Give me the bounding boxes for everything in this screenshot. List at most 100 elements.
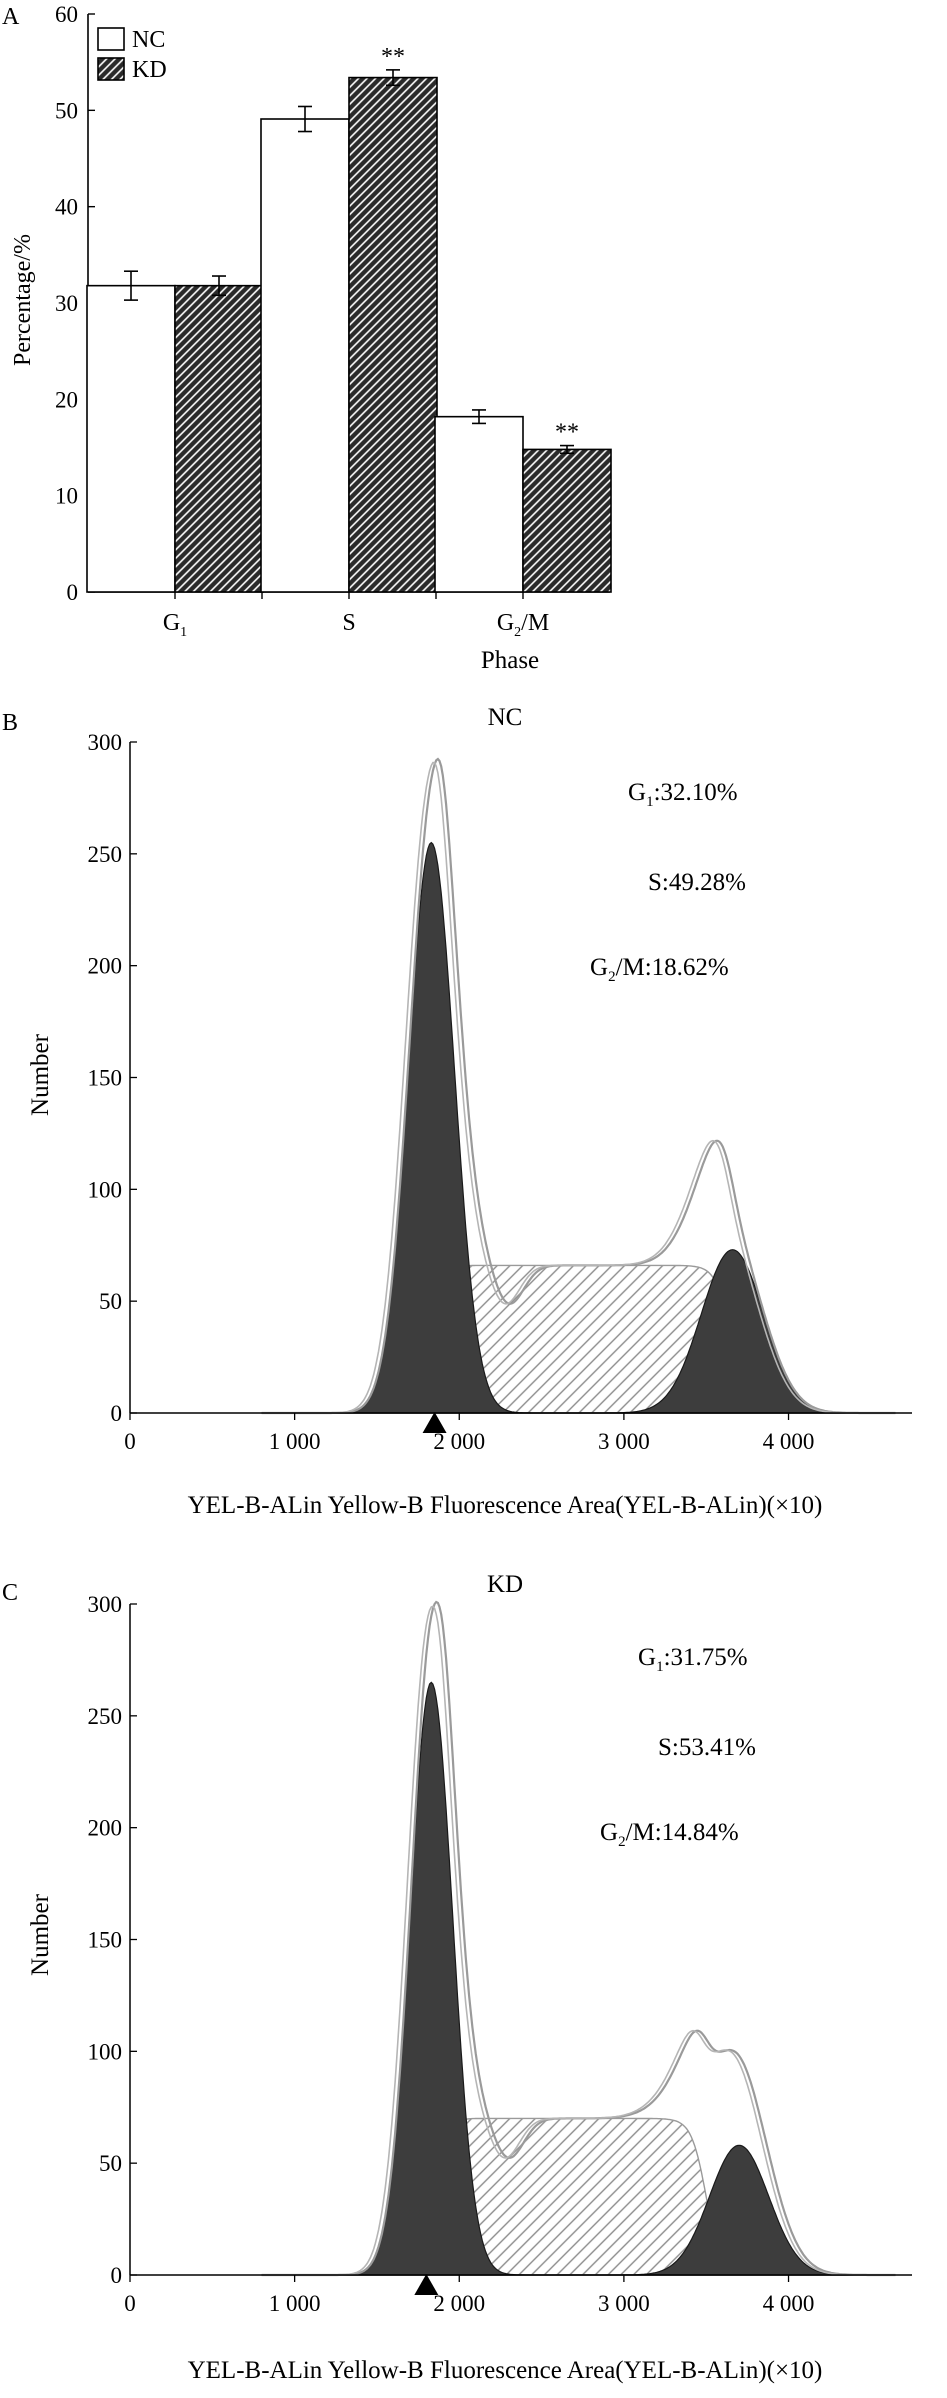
panel-a-y-tick-label: 0	[67, 580, 79, 605]
panel_b-y-tick-label: 50	[99, 1289, 122, 1314]
panel-b-histogram: B NC Number YEL-B-ALin Yellow-B Fluoresc…	[2, 704, 912, 1519]
panel-c-title: KD	[487, 1571, 523, 1598]
panel_c-y-tick-label: 150	[88, 1928, 123, 1953]
tick-label-suffix: /M	[521, 610, 549, 636]
annotation-prefix: G	[638, 1644, 656, 1671]
panel-a-legend-swatch-nc	[97, 27, 125, 51]
panel-a-y-tick-label: 40	[55, 195, 78, 220]
panel-a-x-tick-label: G2/M	[497, 610, 549, 640]
tick-label-letter: G	[163, 610, 180, 636]
panel-a-bar-kd	[348, 76, 438, 593]
panel-c-plot	[261, 1600, 896, 2277]
panel_b-y-tick-label: 200	[88, 954, 123, 979]
panel_b-x-tick-label: 4 000	[763, 1429, 815, 1454]
panel-a-bar-kd	[522, 448, 612, 593]
panel_c-x-tick-label: 4 000	[763, 2291, 815, 2316]
panel-c-histogram: C KD Number YEL-B-ALin Yellow-B Fluoresc…	[2, 1571, 912, 2384]
panel_b-annotation: G1:32.10%	[628, 779, 738, 810]
panel-a-bar-nc	[86, 284, 176, 593]
panel_b-y-tick-label: 300	[88, 730, 123, 755]
panel-a-y-tick-label: 30	[55, 291, 78, 316]
panel_b-y-tick-label: 0	[111, 1401, 123, 1426]
panel-b-x-axis-label: YEL-B-ALin Yellow-B Fluorescence Area(YE…	[188, 1492, 823, 1519]
panel-b-plot	[261, 757, 896, 1415]
annotation-subscript: 2	[608, 969, 616, 985]
panel_b-y-tick-label: 150	[88, 1066, 123, 1091]
panel_b-annotation: G2/M:18.62%	[590, 954, 729, 985]
panel-c-label: C	[2, 1580, 18, 1606]
panel_b-y-tick-label: 100	[88, 1177, 123, 1202]
annotation-prefix: S	[658, 1734, 672, 1761]
panel-b-y-axis-label: Number	[27, 1033, 54, 1116]
panel-a-y-axis-label: Percentage/%	[10, 234, 36, 366]
panel-a-y-tick-label: 50	[55, 98, 78, 123]
panel_c-x-tick-label: 0	[124, 2291, 136, 2316]
panel-a-x-tick-label: S	[342, 610, 355, 636]
annotation-subscript: 2	[618, 1834, 626, 1850]
panel_b-x-tick-label: 1 000	[269, 1429, 321, 1454]
panel-c-annotations: G1:31.75%S:53.41%G2/M:14.84%	[600, 1644, 756, 1850]
panel-b-title: NC	[488, 704, 523, 731]
panel-c-y-axis-label: Number	[27, 1893, 54, 1976]
panel_c-histogram-outline-fit	[261, 1605, 896, 2276]
panel-c-axes: 0 50 100 150 200 250 300 0 1 000 2 000 3 000 4 000	[88, 1592, 912, 2316]
panel_b-x-tick-label: 3 000	[598, 1429, 650, 1454]
panel-a-y-tick-label: 10	[55, 484, 78, 509]
annotation-prefix: S	[648, 869, 662, 896]
panel_b-annotation: S:49.28%	[648, 869, 746, 896]
panel_c-y-tick-label: 0	[111, 2263, 123, 2288]
annotation-subscript: 1	[656, 1659, 664, 1675]
annotation-prefix: G	[590, 954, 608, 981]
panel-a-significance-mark: **	[381, 44, 405, 70]
panel_c-marker-triangle	[414, 2274, 439, 2295]
panel_c-y-tick-label: 100	[88, 2039, 123, 2064]
annotation-suffix: /M:18.62%	[616, 954, 729, 981]
panel_c-x-tick-label: 1 000	[269, 2291, 321, 2316]
panel_c-x-tick-label: 3 000	[598, 2291, 650, 2316]
annotation-suffix: :32.10%	[654, 779, 738, 806]
panel-a-bar-nc	[260, 118, 350, 593]
panel-b-axes: 0 50 100 150 200 250 300 0 1 000 2 000 3 000 4 000	[88, 730, 912, 1454]
panel-a-legend: NC KD	[97, 27, 167, 83]
annotation-prefix: G	[600, 1819, 618, 1846]
panel_b-x-tick-label: 0	[124, 1429, 136, 1454]
tick-label-letter: G	[497, 610, 514, 636]
panel-b-label: B	[2, 710, 18, 736]
panel_c-y-tick-label: 250	[88, 1704, 123, 1729]
annotation-suffix: /M:14.84%	[626, 1819, 739, 1846]
panel_c-y-tick-label: 200	[88, 1816, 123, 1841]
panel-a-label: A	[2, 4, 20, 30]
panel-a-x-axis-label: Phase	[481, 647, 539, 674]
panel_c-y-tick-label: 300	[88, 1592, 123, 1617]
panel-a-y-tick-label: 60	[55, 2, 78, 27]
panel-a-x-tick-label: G1	[163, 610, 187, 640]
annotation-suffix: :49.28%	[662, 869, 746, 896]
panel-a-legend-swatch-kd	[97, 57, 125, 81]
panel-c-x-axis-label: YEL-B-ALin Yellow-B Fluorescence Area(YE…	[188, 2357, 823, 2384]
panel-a-legend-label: KD	[132, 57, 167, 83]
tick-label-subscript: 2	[514, 625, 521, 640]
panel-a-bar-nc	[434, 415, 524, 593]
panel_b-x-tick-label: 2 000	[433, 1429, 485, 1454]
panel-a-y-tick-label: 20	[55, 387, 78, 412]
panel_c-x-tick-label: 2 000	[433, 2291, 485, 2316]
annotation-prefix: G	[628, 779, 646, 806]
panel_c-annotation: G1:31.75%	[638, 1644, 748, 1675]
panel_c-annotation: G2/M:14.84%	[600, 1819, 739, 1850]
panel-a-significance-mark: **	[555, 420, 579, 446]
panel_b-s-phase-area	[261, 1264, 896, 1414]
panel_b-histogram-outline-fit	[261, 761, 896, 1414]
annotation-suffix: :53.41%	[672, 1734, 756, 1761]
panel-a-legend-label: NC	[132, 27, 165, 53]
panel_b-marker-triangle	[422, 1412, 447, 1433]
annotation-suffix: :31.75%	[664, 1644, 748, 1671]
panel_c-annotation: S:53.41%	[658, 1734, 756, 1761]
panel_c-y-tick-label: 50	[99, 2151, 122, 2176]
panel-a-bars: ** **	[86, 44, 612, 593]
panel-a-bar-kd	[174, 284, 264, 593]
panel_b-y-tick-label: 250	[88, 842, 123, 867]
panel-b-annotations: G1:32.10%S:49.28%G2/M:18.62%	[590, 779, 746, 985]
